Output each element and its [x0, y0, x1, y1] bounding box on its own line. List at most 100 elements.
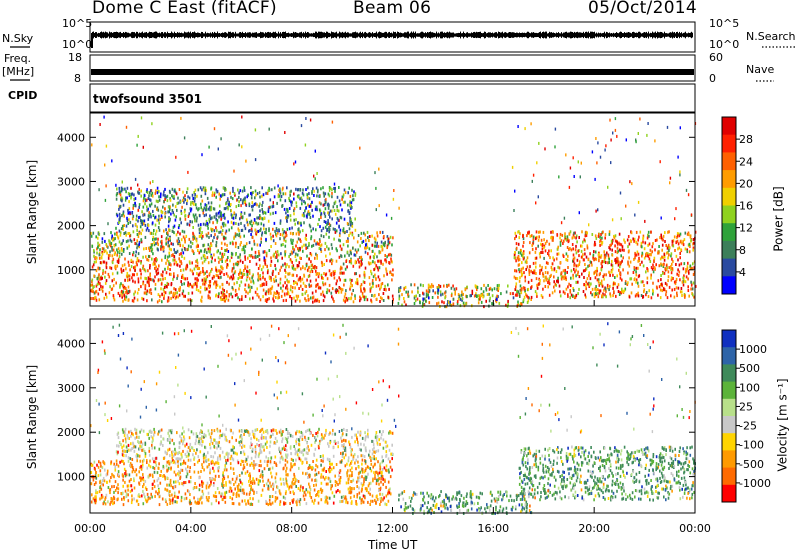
scatter-cell: [214, 233, 216, 237]
scatter-cell: [267, 288, 270, 292]
scatter-cell: [160, 210, 163, 214]
scatter-cell: [325, 495, 328, 499]
scatter-cell: [286, 216, 289, 219]
scatter-cell: [119, 233, 122, 237]
scatter-cell: [609, 244, 611, 248]
scatter-cell: [168, 229, 171, 232]
scatter-cell: [167, 255, 169, 259]
scatter-cell: [116, 259, 119, 263]
scatter-cell: [170, 263, 172, 267]
scatter-cell: [578, 254, 580, 258]
scatter-cell: [168, 483, 171, 487]
scatter-cell: [101, 252, 104, 256]
scatter-cell: [359, 262, 362, 266]
scatter-cell: [567, 254, 569, 258]
scatter-cell: [226, 280, 228, 284]
scatter-cell: [315, 463, 317, 467]
nsky-sample: [496, 32, 497, 38]
scatter-cell: [344, 300, 346, 304]
scatter-cell: [310, 260, 312, 264]
scatter-cell: [90, 482, 93, 486]
scatter-cell: [176, 263, 179, 267]
scatter-cell: [232, 216, 235, 220]
scatter-cell: [686, 232, 689, 236]
scatter-cell: [249, 229, 251, 232]
scatter-cell: [575, 234, 578, 238]
scatter-cell: [184, 208, 186, 212]
scatter-cell: [95, 491, 97, 495]
nsky-sample: [230, 31, 231, 39]
scatter-cell: [200, 256, 203, 260]
scatter-cell: [244, 202, 247, 206]
scatter-cell: [360, 482, 363, 486]
scatter-cell: [671, 262, 673, 266]
scatter-cell: [131, 494, 133, 498]
scatter-cell: [314, 177, 316, 181]
scatter-cell: [139, 225, 142, 229]
scatter-cell: [121, 293, 123, 297]
scatter-cell: [148, 284, 150, 288]
scatter-cell: [142, 489, 144, 493]
scatter-cell: [318, 195, 321, 198]
nsky-sample: [280, 32, 281, 38]
scatter-cell: [184, 214, 187, 218]
scatter-cell: [384, 258, 386, 262]
scatter-cell: [588, 274, 590, 278]
scatter-cell: [640, 280, 643, 284]
scatter-cell: [379, 287, 381, 291]
scatter-cell: [670, 266, 673, 270]
scatter-cell: [641, 260, 643, 264]
scatter-cell: [311, 244, 313, 248]
scatter-cell: [329, 462, 331, 466]
scatter-cell: [305, 117, 307, 120]
scatter-cell: [201, 295, 203, 299]
scatter-cell: [359, 256, 362, 260]
scatter-cell: [363, 289, 366, 293]
scatter-cell: [571, 243, 574, 246]
scatter-cell: [518, 268, 520, 272]
scatter-cell: [136, 263, 138, 267]
nsky-sample: [553, 32, 554, 38]
scatter-cell: [611, 253, 614, 257]
scatter-cell: [178, 470, 180, 473]
scatter-cell: [267, 189, 269, 193]
nsky-sample: [438, 32, 439, 38]
scatter-cell: [376, 241, 378, 245]
scatter-cell: [692, 238, 695, 241]
scatter-cell: [531, 234, 533, 238]
nsky-sample: [571, 31, 572, 39]
scatter-cell: [266, 460, 269, 464]
scatter-cell: [514, 189, 516, 193]
nsky-sample: [213, 33, 214, 37]
scatter-cell: [403, 300, 406, 304]
nsky-sample: [410, 32, 411, 38]
scatter-cell: [543, 279, 545, 283]
scatter-cell: [628, 242, 631, 246]
scatter-cell: [369, 255, 372, 259]
scatter-cell: [311, 263, 314, 267]
scatter-cell: [370, 459, 372, 462]
scatter-cell: [163, 190, 165, 194]
scatter-cell: [274, 255, 277, 259]
scatter-cell: [340, 247, 343, 251]
scatter-cell: [176, 239, 178, 243]
scatter-cell: [663, 255, 666, 258]
scatter-cell: [329, 252, 331, 256]
scatter-cell: [370, 469, 373, 473]
scatter-cell: [234, 234, 237, 238]
scatter-cell: [578, 236, 580, 239]
scatter-cell: [525, 268, 527, 271]
scatter-cell: [535, 292, 538, 296]
scatter-cell: [97, 236, 99, 240]
scatter-cell: [191, 291, 194, 295]
nsky-sample: [583, 31, 584, 39]
scatter-cell: [355, 272, 357, 276]
scatter-cell: [611, 267, 614, 271]
scatter-cell: [157, 278, 160, 282]
scatter-cell: [176, 274, 179, 278]
scatter-cell: [320, 463, 322, 467]
nsky-sample: [112, 32, 113, 38]
scatter-cell: [100, 275, 103, 279]
scatter-cell: [165, 195, 168, 199]
nsky-sample: [263, 32, 264, 38]
